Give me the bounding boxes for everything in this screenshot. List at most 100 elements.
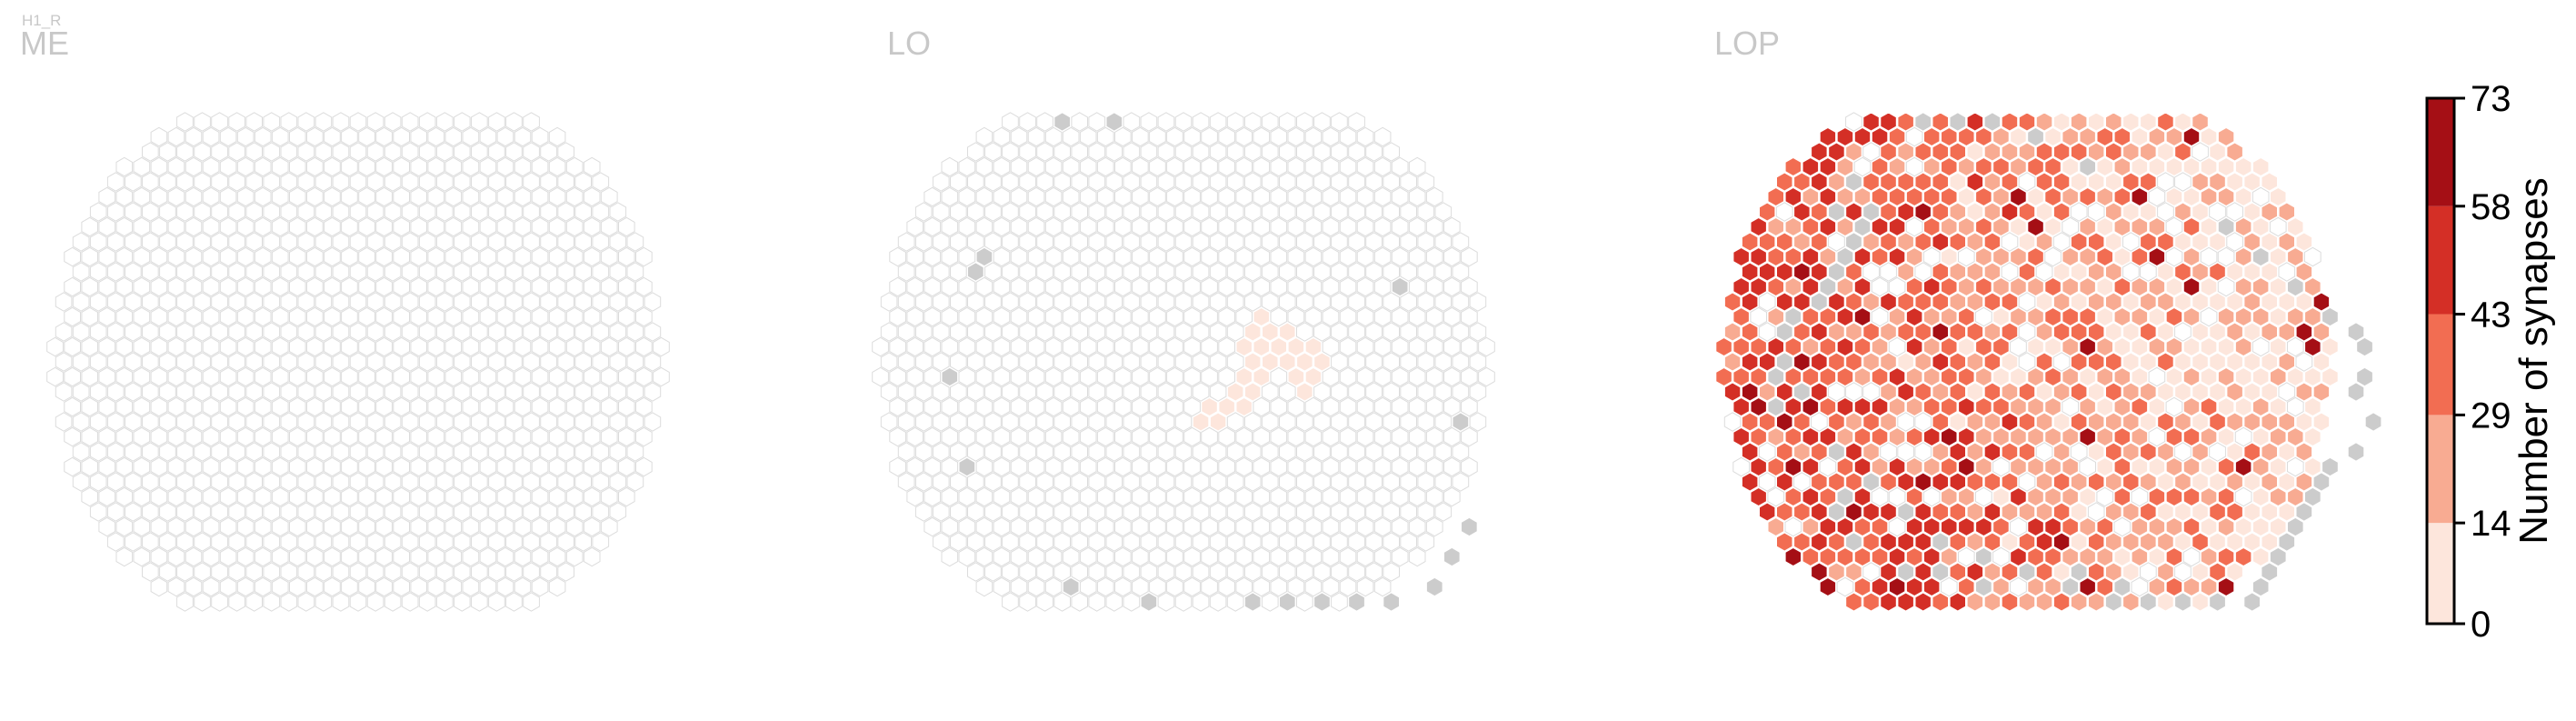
data-hex: [1914, 562, 1932, 582]
empty-hex: [142, 232, 159, 252]
empty-hex: [245, 442, 263, 462]
empty-hex: [1425, 186, 1443, 207]
empty-hex: [1313, 382, 1331, 402]
empty-hex: [1417, 292, 1435, 312]
empty-hex: [1408, 426, 1426, 447]
empty-hex: [1062, 456, 1080, 477]
empty-hex: [1002, 562, 1019, 582]
empty-hex: [993, 426, 1011, 447]
data-hex: [2295, 412, 2313, 432]
data-hex: [1932, 352, 1950, 372]
empty-hex: [185, 366, 203, 387]
empty-hex: [471, 442, 488, 462]
empty-hex: [98, 246, 116, 267]
empty-hex: [1452, 442, 1470, 462]
empty-hex: [1270, 576, 1288, 597]
data-hex: [2209, 472, 2226, 492]
empty-hex: [1105, 412, 1123, 432]
edge-hex: [1105, 112, 1123, 132]
empty-hex: [1123, 172, 1141, 192]
empty-hex: [1356, 216, 1374, 237]
empty-hex: [254, 216, 272, 237]
empty-hex: [194, 112, 211, 132]
empty-hex: [297, 382, 315, 402]
empty-hex: [1992, 456, 2010, 477]
data-hex: [2062, 186, 2080, 207]
empty-hex: [98, 396, 116, 417]
data-hex: [1888, 576, 1906, 597]
empty-hex: [271, 486, 289, 507]
empty-hex: [271, 546, 289, 567]
data-hex: [2001, 472, 2019, 492]
empty-hex: [975, 156, 993, 177]
empty-hex: [435, 412, 454, 432]
data-hex: [2278, 202, 2296, 222]
empty-hex: [1218, 276, 1235, 297]
empty-hex: [548, 486, 566, 507]
empty-hex: [358, 336, 375, 357]
empty-hex: [975, 456, 993, 477]
data-hex: [2182, 186, 2201, 207]
empty-hex: [1140, 142, 1158, 162]
empty-hex: [1044, 426, 1063, 447]
empty-hex: [1922, 486, 1941, 507]
empty-hex: [1425, 426, 1443, 447]
data-hex: [2234, 516, 2252, 537]
data-hex: [2174, 112, 2192, 132]
empty-hex: [1105, 292, 1123, 312]
empty-hex: [159, 202, 176, 222]
data-hex: [2079, 516, 2097, 537]
empty-hex: [1235, 546, 1253, 567]
data-hex: [1940, 126, 1958, 147]
empty-hex: [341, 216, 358, 237]
data-hex: [2087, 592, 2105, 612]
data-hex: [1295, 352, 1313, 372]
panel-title-lop: LOP: [1714, 25, 1780, 62]
empty-hex: [1192, 202, 1210, 222]
edge-hex: [2113, 576, 2132, 597]
empty-hex: [1192, 172, 1210, 192]
data-hex: [1792, 262, 1811, 282]
edge-hex: [2140, 592, 2157, 612]
empty-hex: [1105, 442, 1123, 462]
data-hex: [2044, 516, 2062, 537]
empty-hex: [897, 232, 915, 252]
empty-hex: [975, 486, 993, 507]
empty-hex: [924, 396, 942, 417]
empty-hex: [176, 292, 194, 312]
empty-hex: [880, 292, 898, 312]
empty-hex: [142, 472, 159, 492]
data-hex: [2001, 142, 2019, 162]
empty-hex: [583, 216, 601, 237]
data-hex: [1853, 486, 1872, 507]
empty-hex: [993, 396, 1011, 417]
data-hex: [1802, 516, 1820, 537]
empty-hex: [540, 532, 557, 552]
empty-hex: [271, 186, 289, 207]
empty-hex: [349, 592, 367, 612]
empty-hex: [211, 592, 228, 612]
empty-hex: [1218, 246, 1235, 267]
data-hex: [2096, 396, 2114, 417]
empty-hex: [1183, 456, 1201, 477]
empty-hex: [1174, 352, 1193, 372]
empty-hex: [427, 576, 445, 597]
data-hex: [2131, 186, 2149, 207]
empty-hex: [435, 172, 454, 192]
empty-hex: [1140, 412, 1158, 432]
edge-hex: [2278, 532, 2296, 552]
data-hex: [2252, 516, 2270, 537]
empty-hex: [1443, 456, 1461, 477]
edge-hex: [1443, 546, 1461, 567]
empty-hex: [1975, 306, 1992, 327]
empty-hex: [358, 126, 375, 147]
data-hex: [1775, 532, 1793, 552]
empty-hex: [1209, 592, 1227, 612]
empty-hex: [548, 396, 566, 417]
empty-hex: [384, 502, 402, 522]
empty-hex: [1192, 112, 1210, 132]
empty-hex: [211, 532, 228, 552]
empty-hex: [1243, 412, 1262, 432]
empty-hex: [444, 246, 463, 267]
empty-hex: [194, 232, 211, 252]
